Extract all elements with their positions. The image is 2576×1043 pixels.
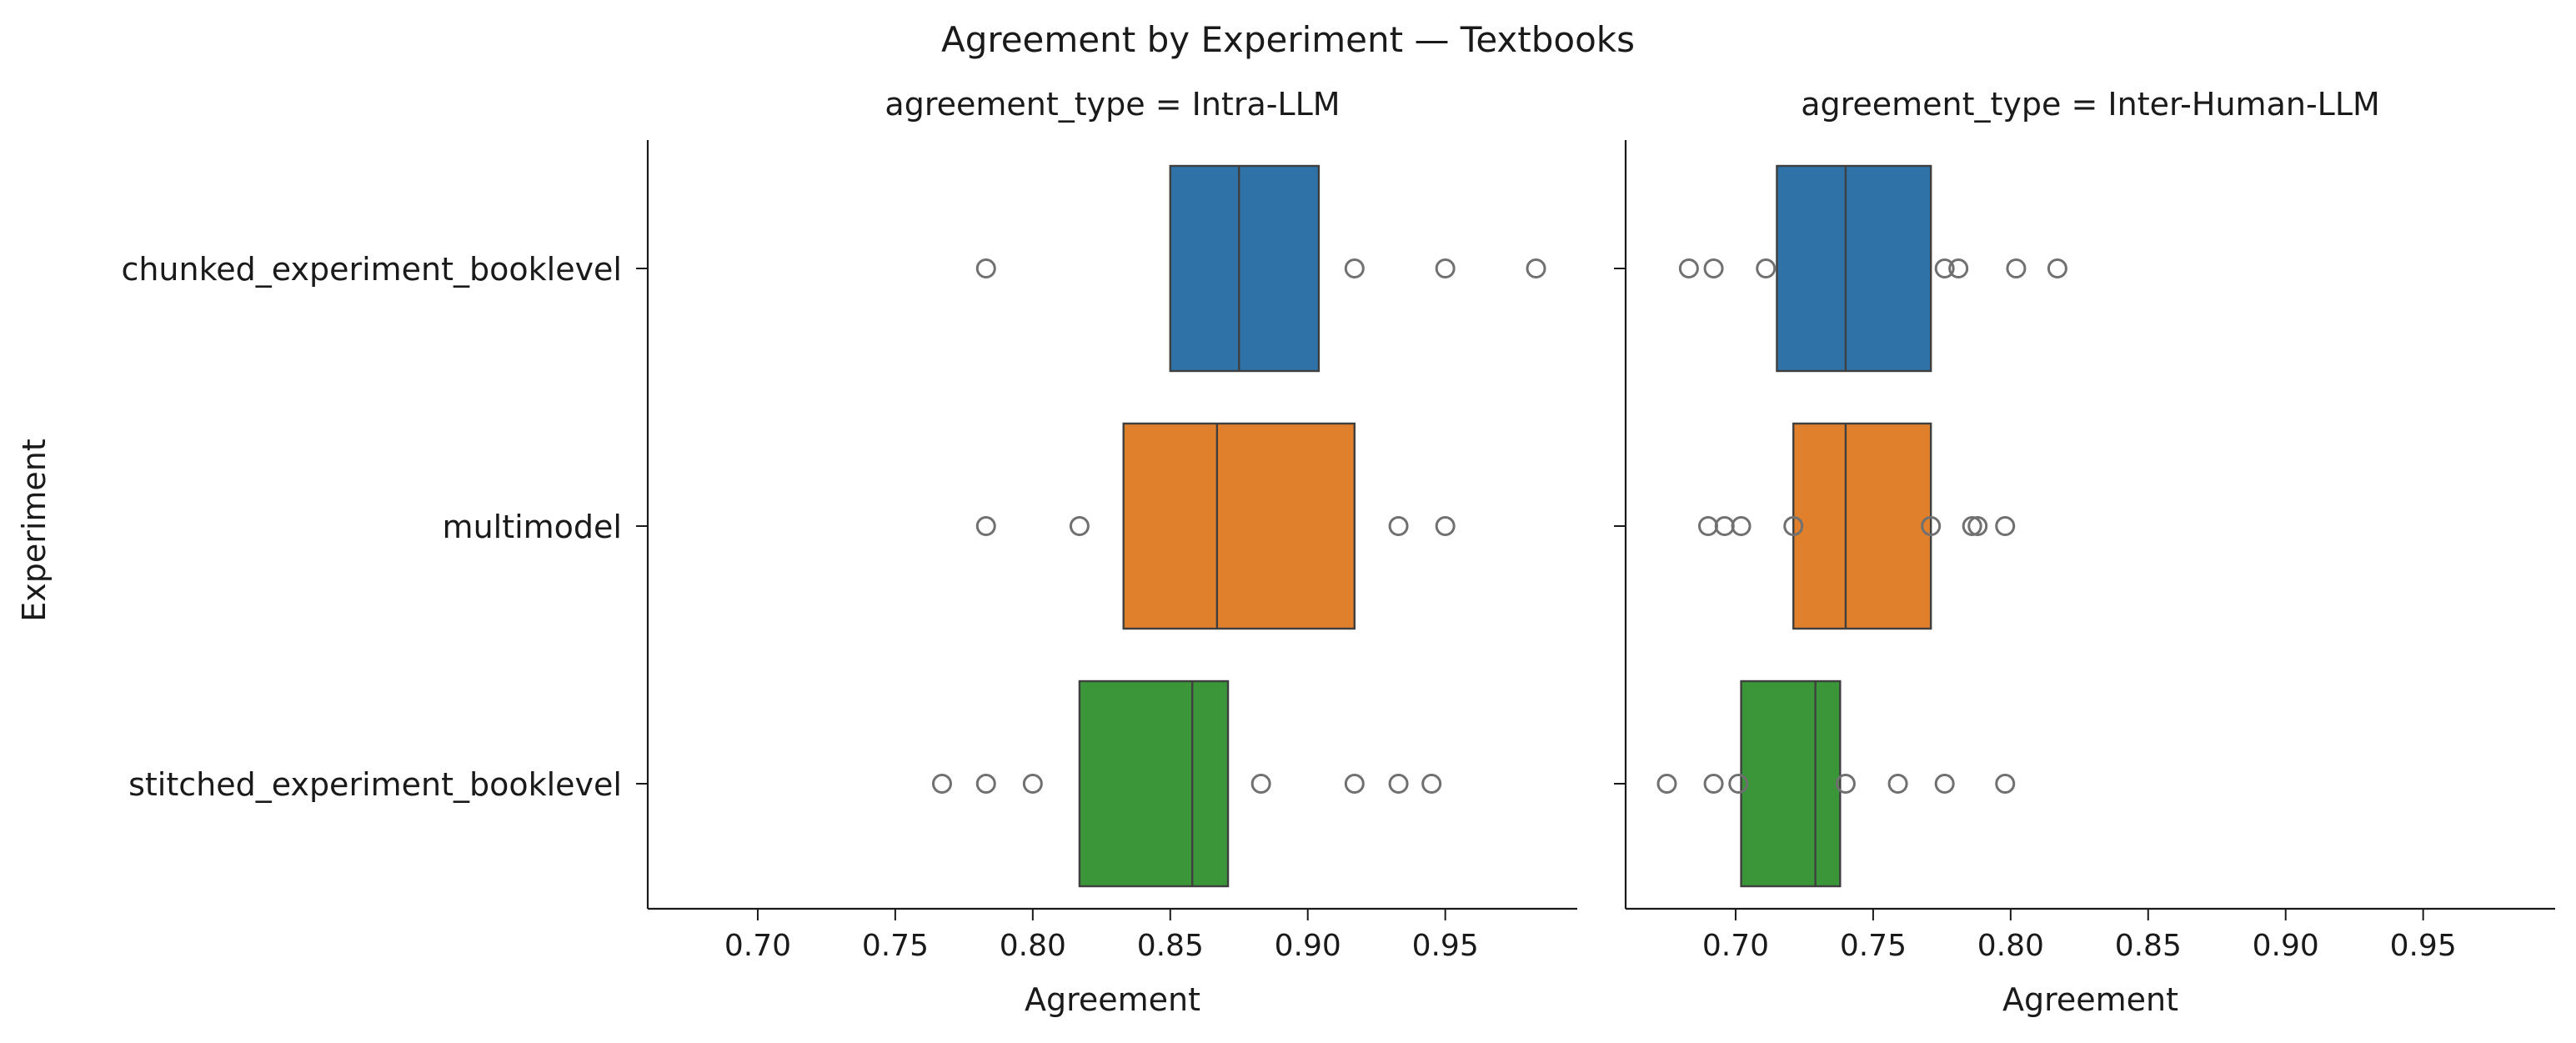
y-category-label: chunked_experiment_booklevel [121,251,622,288]
box-chunked_experiment_booklevel [1678,164,2067,373]
outlier-point [975,258,996,278]
box-iqr [1169,164,1321,373]
x-tick-label: 0.95 [1412,929,1479,963]
box-multimodel [975,422,1456,630]
panel-title: agreement_type = Intra-LLM [885,86,1340,123]
outlier-point [1967,516,1988,536]
outlier-point [1421,774,1442,794]
outlier-point [1678,258,1699,278]
x-tick-label: 0.95 [2390,929,2457,963]
box-iqr [1078,679,1230,888]
box-chunked_experiment_booklevel [975,164,1546,373]
x-tick-label: 0.80 [1000,929,1066,963]
outlier-point [1783,516,1804,536]
x-tick-label: 0.75 [862,929,929,963]
outlier-point [1934,774,1955,794]
outlier-point [1714,516,1735,536]
outlier-point [1934,258,1955,278]
box-iqr [1740,679,1842,888]
outlier-point [1756,258,1777,278]
outlier-point [1388,516,1409,536]
outlier-point [1995,516,2016,536]
outlier-point [1344,774,1365,794]
x-tick-label: 0.70 [1702,929,1769,963]
y-category-labels: chunked_experiment_booklevel multimodel st… [121,251,622,803]
box-multimodel [1697,422,2016,630]
x-tick-label: 0.90 [1275,929,1341,963]
outlier-point [931,774,952,794]
outlier-point [1703,774,1724,794]
outlier-point [1250,774,1271,794]
x-tick-label: 0.80 [1977,929,2044,963]
y-category-label: stitched_experiment_booklevel [128,766,622,803]
chart-title: Agreement by Experiment — Textbooks [941,19,1635,60]
outlier-point [1948,258,1969,278]
outlier-point [1069,516,1090,536]
box-iqr [1792,422,1932,630]
panel-title: agreement_type = Inter-Human-LLM [1801,86,2380,123]
outlier-point [2006,258,2027,278]
outlier-point [1697,516,1718,536]
box-stitched_experiment_booklevel [1656,679,2016,888]
outlier-point [1344,258,1365,278]
outlier-point [1962,516,1982,536]
y-axis-label: Experiment [16,439,53,622]
outlier-point [1435,258,1456,278]
outlier-point [1526,258,1546,278]
outlier-point [1731,516,1752,536]
outlier-point [1887,774,1908,794]
x-tick-label: 0.85 [1137,929,1204,963]
outlier-point [1435,516,1456,536]
box-iqr [1122,422,1356,630]
x-tick-label: 0.70 [724,929,791,963]
outlier-point [975,774,996,794]
x-axis-label: Agreement [1025,981,1200,1018]
outlier-point [975,516,996,536]
outlier-point [1022,774,1043,794]
outlier-point [2047,258,2067,278]
outlier-point [1921,516,1942,536]
panel-1: agreement_type = Intra-LLM 0.70 0.75 0.80 0.… [636,86,1577,1018]
outlier-point [1835,774,1856,794]
outlier-point [1728,774,1749,794]
panels: agreement_type = Intra-LLM 0.70 0.75 0.80 0.… [636,86,2555,1018]
outlier-point [1656,774,1677,794]
outlier-point [1388,774,1409,794]
panel-2: agreement_type = Inter-Human-LLM 0.70 0.75… [1614,86,2555,1018]
x-tick-label: 0.90 [2253,929,2319,963]
box-stitched_experiment_booklevel [931,679,1442,888]
y-category-label: multimodel [443,509,622,545]
box-iqr [1776,164,1932,373]
outlier-point [1703,258,1724,278]
x-axis-label: Agreement [2002,981,2178,1018]
x-tick-label: 0.75 [1840,929,1907,963]
outlier-point [1995,774,2016,794]
x-tick-label: 0.85 [2115,929,2182,963]
